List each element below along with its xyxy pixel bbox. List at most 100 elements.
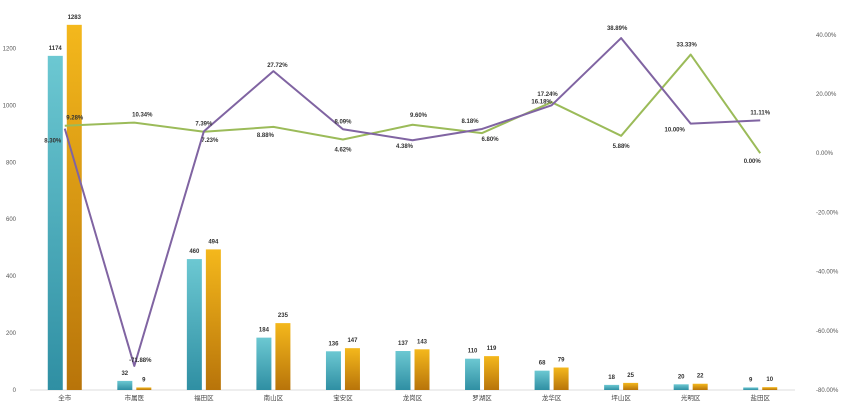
bar-series-group — [47, 24, 778, 390]
bar-value-label: 32 — [121, 371, 128, 377]
bar-series2 — [205, 249, 221, 390]
bar-series1 — [395, 351, 411, 390]
bar-value-label: 25 — [627, 373, 634, 379]
y2-tick-label: -60.00% — [816, 329, 839, 335]
x-tick-label: 龙华区 — [542, 393, 562, 402]
bar-series2 — [344, 348, 360, 390]
bar-value-label: 9 — [142, 377, 146, 383]
y2-tick-label: -20.00% — [816, 210, 839, 216]
line-point-label-purple: 8.30% — [44, 139, 62, 145]
line-point-label-green: 33.33% — [677, 43, 698, 49]
bar-value-label: 79 — [558, 358, 565, 364]
left-axis: 0 200 400 600 800 1000 1200 — [3, 46, 17, 394]
x-tick-label: 盐田区 — [750, 393, 770, 402]
line-point-label-purple: 38.89% — [607, 26, 628, 32]
bar-value-label: 460 — [189, 249, 200, 255]
y2-tick-label: -40.00% — [816, 270, 839, 276]
bar-series1 — [743, 387, 759, 390]
bar-value-label: 143 — [417, 339, 428, 345]
y-tick-label: 800 — [6, 160, 17, 166]
line-series-purple — [63, 37, 761, 367]
bar-value-label: 9 — [749, 377, 753, 383]
bar-series1 — [117, 380, 133, 390]
right-axis: -80.00% -60.00% -40.00% -20.00% 0.00% 20.00% 4… — [816, 33, 839, 394]
line-series-green — [64, 53, 762, 154]
y-tick-label: 1200 — [3, 46, 17, 52]
y2-tick-label: 0.00% — [816, 151, 834, 157]
bar-series1 — [604, 384, 620, 390]
line-point-label-purple: 16.18% — [531, 99, 552, 105]
y-tick-label: 200 — [6, 331, 17, 337]
bar-value-label: 18 — [608, 375, 615, 381]
y2-tick-label: 20.00% — [816, 92, 837, 98]
bar-value-label: 10 — [766, 377, 773, 383]
x-tick-label: 南山区 — [264, 393, 284, 402]
bar-series1 — [47, 55, 63, 390]
line-series-group — [63, 37, 762, 367]
bar-series1 — [534, 370, 550, 390]
bar-value-label: 110 — [468, 349, 478, 355]
bar-value-label: 235 — [278, 313, 289, 319]
line-point-label-purple: 8.09% — [334, 119, 352, 125]
bar-value-label: 22 — [697, 374, 704, 380]
bar-value-label: 1174 — [49, 46, 63, 52]
bar-value-label: 147 — [347, 338, 358, 344]
y2-tick-label: 40.00% — [816, 33, 837, 39]
bar-series1 — [465, 358, 481, 390]
x-axis: 全市 市属医 福田区 南山区 宝安区 龙岗区 罗湖区 龙华区 坪山区 光明区 盐田区 — [30, 389, 795, 402]
bar-series1 — [186, 259, 202, 390]
x-tick-label: 坪山区 — [611, 393, 631, 402]
bar-value-label: 494 — [208, 239, 219, 245]
x-tick-label: 宝安区 — [333, 393, 353, 402]
line-point-label-purple: 27.72% — [267, 63, 288, 69]
y-tick-label: 400 — [6, 274, 17, 280]
line-point-label-green: 6.80% — [482, 137, 500, 143]
line-point-label-green: 17.24% — [537, 92, 558, 98]
bar-value-label: 1283 — [68, 15, 82, 21]
bar-value-label: 137 — [398, 341, 409, 347]
x-tick-label: 市属医 — [125, 393, 145, 402]
y-tick-label: 0 — [13, 388, 17, 394]
line-point-label-green: 5.88% — [613, 144, 631, 150]
bar-series1 — [673, 384, 689, 390]
bar-series2 — [66, 24, 82, 390]
bar-series2 — [414, 349, 430, 390]
bar-value-label: 184 — [259, 328, 270, 334]
bar-value-label: 68 — [539, 361, 546, 367]
line-point-label-green: 9.28% — [66, 116, 84, 122]
line-point-label-purple: -71.88% — [129, 358, 152, 364]
x-tick-label: 福田区 — [194, 393, 214, 402]
x-tick-label: 龙岗区 — [403, 393, 423, 402]
bar-series2 — [136, 387, 152, 390]
bar-value-label: 20 — [678, 374, 685, 380]
line-point-label-green: 0.00% — [744, 159, 762, 165]
line-point-label-green: 9.60% — [410, 113, 428, 119]
y2-tick-label: -80.00% — [816, 388, 839, 394]
bar-series2 — [553, 367, 569, 390]
line-point-label-green: 7.23% — [201, 138, 219, 144]
line-point-label-green: 4.62% — [334, 148, 352, 154]
bar-series1 — [256, 337, 272, 390]
x-tick-label: 全市 — [58, 393, 72, 402]
line-point-label-purple: 10.00% — [665, 128, 686, 134]
bar-series2 — [275, 323, 291, 390]
bar-series1 — [325, 351, 341, 390]
line-point-label-purple: 8.18% — [462, 119, 480, 125]
data-labels-group: 1174 1283 32 9 460 494 184 235 136 147 137 143 110 11… — [44, 15, 773, 384]
x-tick-label: 光明区 — [681, 393, 701, 402]
y-tick-label: 1000 — [3, 103, 17, 109]
bar-series2 — [692, 383, 708, 390]
bar-series2 — [762, 387, 778, 390]
y-tick-label: 600 — [6, 217, 17, 223]
bar-value-label: 136 — [328, 341, 339, 347]
line-point-label-purple: 4.38% — [396, 144, 414, 150]
line-point-label-green: 10.34% — [132, 113, 153, 119]
bar-series2 — [484, 356, 500, 390]
line-point-label-purple: 11.11% — [750, 110, 770, 116]
x-tick-label: 罗湖区 — [472, 393, 492, 402]
line-point-label-purple: 7.39% — [195, 121, 213, 127]
bar-series2 — [623, 382, 639, 390]
line-point-label-green: 8.88% — [257, 133, 275, 139]
bar-value-label: 119 — [487, 346, 497, 352]
